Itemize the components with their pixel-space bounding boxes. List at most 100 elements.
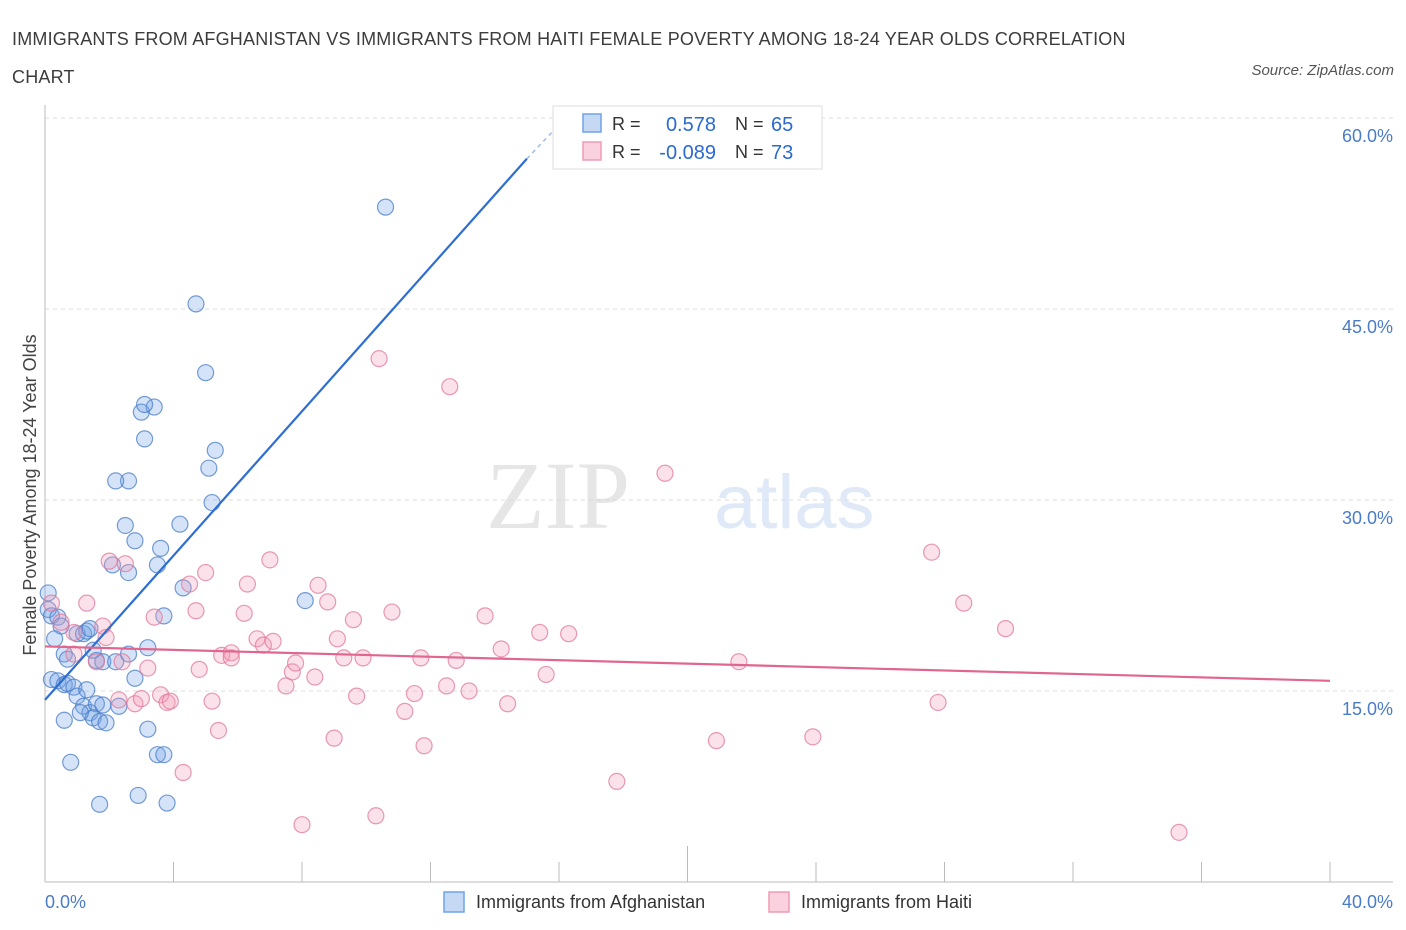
data-point bbox=[174, 763, 192, 782]
data-point bbox=[107, 653, 125, 671]
data-point bbox=[65, 678, 83, 696]
y-tick-label: 45.0% bbox=[1342, 317, 1393, 337]
data-point bbox=[42, 594, 61, 612]
legend-r-value-0: 0.578 bbox=[666, 114, 716, 136]
legend-n-value-0: 65 bbox=[771, 114, 793, 136]
data-point bbox=[261, 551, 279, 569]
legend-swatch-haiti bbox=[582, 141, 602, 161]
data-point bbox=[65, 623, 83, 642]
data-point bbox=[68, 687, 86, 705]
data-point bbox=[222, 644, 240, 662]
data-point bbox=[78, 681, 96, 699]
data-point bbox=[325, 729, 343, 747]
data-point bbox=[929, 693, 947, 712]
legend-r-label-0: R = bbox=[612, 114, 641, 134]
data-point bbox=[46, 630, 64, 648]
data-point bbox=[203, 493, 221, 512]
legend-n-value-1: 73 bbox=[771, 142, 793, 164]
data-point bbox=[49, 608, 67, 626]
data-point bbox=[100, 552, 118, 570]
data-point bbox=[707, 732, 726, 750]
data-point bbox=[107, 472, 125, 490]
data-point bbox=[1170, 823, 1188, 841]
data-point bbox=[161, 692, 179, 710]
legend-r-label-1: R = bbox=[612, 142, 641, 162]
data-point bbox=[200, 459, 218, 477]
bottom-legend-swatch-afghanistan bbox=[443, 891, 465, 913]
trend-line-afghanistan bbox=[44, 158, 528, 701]
data-point bbox=[396, 702, 414, 720]
data-point bbox=[116, 555, 134, 573]
bottom-legend-label-afghanistan: Immigrants from Afghanistan bbox=[476, 892, 705, 912]
bottom-legend-swatch-haiti bbox=[768, 891, 790, 913]
data-point bbox=[412, 649, 430, 667]
data-point bbox=[71, 704, 89, 722]
data-point bbox=[560, 625, 578, 643]
data-point bbox=[81, 620, 99, 638]
data-point bbox=[286, 654, 305, 672]
data-point bbox=[306, 668, 324, 686]
y-tick-labels: 15.0% 30.0% 45.0% 60.0% bbox=[1342, 126, 1393, 719]
data-point bbox=[656, 464, 674, 482]
gridlines bbox=[45, 117, 1393, 692]
top-legend: R = 0.578 N = 65 R = -0.089 N = 73 bbox=[552, 105, 823, 170]
data-point bbox=[309, 576, 327, 594]
data-point bbox=[209, 721, 228, 740]
data-point bbox=[97, 628, 115, 647]
data-point bbox=[996, 620, 1015, 638]
data-point bbox=[132, 690, 150, 708]
data-point bbox=[113, 653, 131, 671]
data-point bbox=[492, 640, 510, 658]
data-point bbox=[145, 608, 163, 626]
data-point bbox=[354, 649, 372, 667]
data-point bbox=[126, 669, 144, 687]
data-point bbox=[94, 653, 112, 671]
data-point bbox=[955, 594, 973, 612]
data-point bbox=[119, 472, 138, 490]
data-point bbox=[367, 807, 385, 825]
data-point bbox=[348, 687, 366, 705]
data-point bbox=[139, 720, 157, 738]
data-point bbox=[91, 795, 109, 813]
data-point bbox=[376, 198, 395, 216]
x-tick-label: 40.0% bbox=[1342, 892, 1393, 912]
data-point bbox=[148, 556, 167, 574]
data-point bbox=[370, 350, 388, 368]
data-point bbox=[296, 591, 314, 610]
trend-line-haiti bbox=[44, 645, 1331, 682]
data-point bbox=[187, 295, 205, 313]
data-point bbox=[206, 441, 224, 459]
watermark: ZIP atlas bbox=[486, 442, 875, 549]
watermark-zip: ZIP bbox=[486, 442, 630, 549]
axes bbox=[44, 105, 1393, 883]
data-point bbox=[197, 364, 215, 382]
data-point bbox=[148, 746, 167, 764]
bottom-legend-label-haiti: Immigrants from Haiti bbox=[801, 892, 972, 912]
x-tick-labels: 0.0% 40.0% bbox=[45, 892, 1393, 912]
data-point bbox=[222, 649, 240, 667]
data-point bbox=[152, 539, 170, 557]
data-point bbox=[55, 711, 73, 729]
y-tick-label: 60.0% bbox=[1342, 126, 1393, 146]
data-point bbox=[531, 623, 549, 642]
data-point bbox=[87, 653, 106, 671]
data-point bbox=[116, 516, 134, 535]
data-point bbox=[730, 653, 748, 671]
y-axis-label: Female Poverty Among 18-24 Year Olds bbox=[20, 334, 40, 655]
data-point bbox=[344, 611, 362, 629]
data-point bbox=[110, 691, 128, 709]
trend-line-afghanistan-extension bbox=[526, 117, 566, 160]
data-point bbox=[537, 665, 555, 684]
data-point bbox=[42, 670, 61, 689]
data-point bbox=[447, 651, 465, 670]
legend-n-label-1: N = bbox=[735, 142, 764, 162]
data-point bbox=[415, 737, 433, 755]
data-point bbox=[277, 677, 295, 695]
watermark-atlas: atlas bbox=[714, 460, 875, 545]
data-point bbox=[437, 677, 456, 695]
y-tick-label: 30.0% bbox=[1342, 508, 1393, 528]
data-point bbox=[97, 714, 115, 732]
data-point bbox=[476, 607, 494, 625]
bottom-legend: Immigrants from Afghanistan Immigrants f… bbox=[443, 891, 972, 913]
